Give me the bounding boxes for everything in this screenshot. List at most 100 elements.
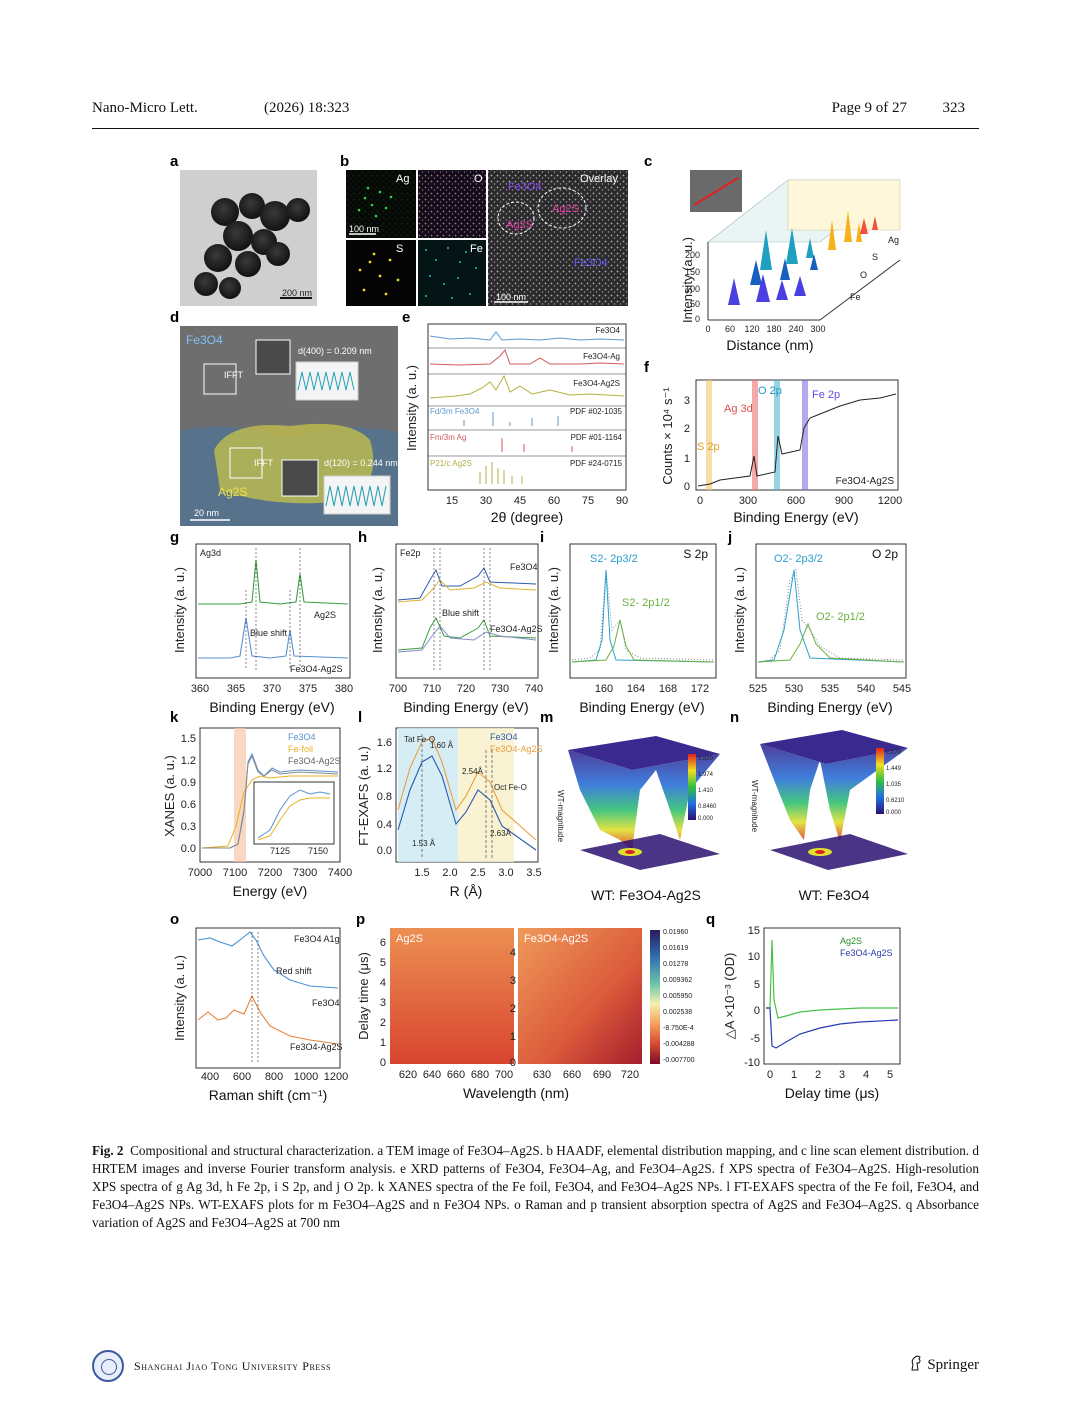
panel-c-series-o: O [860,270,867,280]
panel-j-title: O 2p [872,547,898,561]
panel-f-peak-o: O 2p [758,385,782,397]
panel-a-scale: 200 nm [282,288,312,298]
panel-d-d2: d(120) = 0.244 nm [324,458,398,468]
panel-c-xlabel: Distance (nm) [726,337,813,353]
panel-m-title: WT: Fe3O4-Ag2S [591,887,701,903]
panel-g-xtick-3: 375 [299,683,317,695]
panel-p-ta: Ag2S Fe3O4-Ag2S 0.01960 0.01619 0.01278 … [356,928,695,1101]
panel-q-xtick-5: 5 [887,1069,893,1081]
panel-l-ytick-4: 1.6 [377,737,392,749]
panel-a-tem: 200 nm [180,170,317,306]
panel-e-xtick-2: 45 [514,495,526,507]
panel-o-label-1: Fe3O4 A1g [294,934,340,944]
panel-p-cb-7: -0.004288 [663,1041,695,1048]
panel-l-xtick-1: 2.0 [442,867,457,879]
panel-o-xtick-0: 400 [201,1071,219,1083]
panel-c-ytick-1: 50 [690,299,700,309]
panel-q-kinetics: Ag2S Fe3O4-Ag2S △A ×10⁻³ (OD) -10 -5 0 5… [722,925,901,1101]
panel-f-xlabel: Binding Energy (eV) [733,509,858,525]
panel-o-xtick-4: 1200 [324,1071,348,1083]
panel-e-row-3: Fe3O4-Ag2S [573,379,620,388]
panel-l-note-4: Oct Fe-O [494,783,527,792]
panel-i-s2p: S 2p S2- 2p3/2 S2- 2p1/2 Intensity (a. u… [546,543,717,715]
panel-n-cb-3: 1.449 [886,766,902,772]
panel-p-ytick-r-0: 0 [510,1057,516,1069]
panel-j-xtick-4: 545 [893,683,911,695]
panel-f-peak-ag: Ag 3d [724,403,753,415]
panel-b-region-1: Fe3O4 [508,181,542,193]
panel-k-xtick-1: 7100 [223,867,247,879]
panel-c-linescan: Intensity (a. u.) 0 50 100 150 200 0 60 … [680,170,901,353]
panel-b-maps: Ag 100 nm O S Fe Fe3O4 Ag2S Ag2S Fe3O4 O… [346,170,628,306]
panel-i-p1: S2- 2p3/2 [590,553,638,565]
panel-label-e: e [402,309,410,326]
panel-e-xtick-0: 15 [446,495,458,507]
panel-i-xtick-1: 164 [627,683,645,695]
panel-b-overlay-scale: 100 nm [496,292,526,302]
panel-p-cb-0: 0.01960 [663,929,688,936]
panel-e-xtick-4: 75 [582,495,594,507]
panel-f-ytick-0: 0 [684,481,690,493]
panel-l-note-6: 2.63Å [490,829,512,838]
publisher-name: Springer [927,1357,979,1373]
panel-q-ytick-3: 5 [754,979,760,991]
panel-g-xtick-2: 370 [263,683,281,695]
panel-q-legend-1: Ag2S [840,936,862,946]
panel-p-xtick-r-2: 690 [593,1069,611,1081]
panel-c-xtick-4: 240 [788,324,803,334]
springer-horse-icon [911,1355,921,1371]
panel-k-legend-2: Fe-foil [288,744,313,754]
panel-q-ytick-0: -10 [744,1057,760,1069]
panel-p-xlabel: Wavelength (nm) [463,1085,569,1101]
panel-n-cb-5: 1.035 [886,782,902,788]
panel-b-map-s: S [396,243,403,255]
panel-l-xtick-0: 1.5 [414,867,429,879]
panel-h-xlabel: Binding Energy (eV) [403,699,528,715]
panel-label-a: a [170,153,179,170]
panel-g-xtick-1: 365 [227,683,245,695]
caption-lead: Fig. 2 [92,1143,124,1158]
panel-label-o: o [170,911,179,928]
panel-k-xtick-4: 7400 [328,867,352,879]
panel-j-xtick-3: 540 [857,683,875,695]
panel-d-ifft-2: IFFT [254,458,273,468]
panel-c-ytick-0: 0 [695,314,700,324]
panel-e-ref-phase-1: Fd/3m Fe3O4 [430,407,480,416]
panel-n-cb-7: 0.6210 [886,798,905,804]
panel-g-xtick-0: 360 [191,683,209,695]
panel-m-wt: 2.820 1.974 1.410 0.8460 0.000 WT-magnit… [556,736,720,903]
panel-p-ytick-1: 1 [380,1037,386,1049]
panel-l-note-1: Tat Fe-O [404,735,435,744]
panel-o-label-4: Fe3O4-Ag2S [290,1042,343,1052]
panel-b-map-ag: Ag [396,173,409,185]
panel-c-series-s: S [872,252,878,262]
panel-p-xtick-l-3: 680 [471,1069,489,1081]
panel-o-label-2: Red shift [276,966,312,976]
page-footer: Shanghai Jiao Tong University Press Spri… [92,1350,979,1382]
panel-p-xtick-l-1: 640 [423,1069,441,1081]
panel-e-xlabel: 2θ (degree) [491,509,563,525]
panel-k-inset-xtick-1: 7150 [308,846,328,856]
panel-g-note: Blue shift [250,628,288,638]
panel-m-cb-5: 1.410 [698,788,714,794]
panel-k-ytick-4: 1.2 [181,755,196,767]
panel-label-h: h [358,529,367,546]
panel-label-n: n [730,709,739,726]
panel-label-m: m [540,709,553,726]
panel-c-series-ag: Ag [888,235,899,245]
panel-l-note-5: 1.53 Å [412,839,436,848]
panel-d-hrtem: Fe3O4 Ag2S IFFT d(400) = 0.209 nm IFFT d… [180,326,398,526]
panel-e-ref-phase-3: P21/c Ag2S [430,459,472,468]
panel-f-ylabel: Counts × 10⁴ s⁻¹ [660,387,675,485]
panel-j-o2p: O 2p O2- 2p3/2 O2- 2p1/2 Intensity (a. u… [732,543,911,715]
panel-p-left-title: Ag2S [396,933,423,945]
panel-label-c: c [644,153,652,170]
panel-f-xtick-0: 0 [697,495,703,507]
page-header: Nano-Micro Lett. (2026) 18:323 Page 9 of… [92,100,979,120]
panel-h-xtick-4: 740 [525,683,543,695]
panel-b-map-fe: Fe [470,243,483,255]
panel-p-cb-1: 0.01619 [663,945,688,952]
panel-label-k: k [170,709,179,726]
panel-e-ref-pdf-3: PDF #24-0715 [570,459,623,468]
panel-k-legend-3: Fe3O4-Ag2S [288,756,341,766]
